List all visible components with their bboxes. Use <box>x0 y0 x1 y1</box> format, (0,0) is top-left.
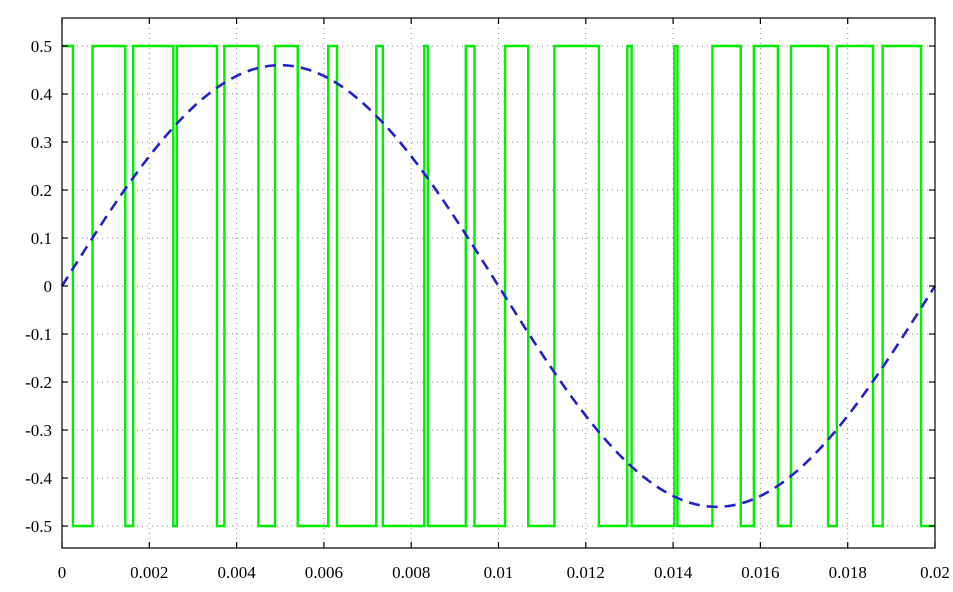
plot-area <box>60 44 937 528</box>
x-axis: 0 0.002 0.004 0.006 0.008 0.01 0.012 0.014 0.016… <box>58 563 950 582</box>
y-tick-label: -0.1 <box>25 325 52 344</box>
y-tick-label: -0.2 <box>25 373 52 392</box>
x-tick-label: 0.008 <box>392 563 430 582</box>
x-tick-label: 0.002 <box>130 563 168 582</box>
x-tick-label: 0.018 <box>829 563 867 582</box>
x-tick-label: 0.01 <box>484 563 514 582</box>
x-tick-label: 0.016 <box>741 563 779 582</box>
y-tick-label: 0 <box>44 277 53 296</box>
x-tick-label: 0.004 <box>217 563 256 582</box>
x-tick-label: 0.02 <box>920 563 950 582</box>
sine-reference-line <box>60 63 937 509</box>
y-tick-label: 0.1 <box>31 229 52 248</box>
y-axis: 0.5 0.4 0.3 0.2 0.1 0 -0.1 -0.2 -0.3 -0.4 -0.5 <box>25 37 52 536</box>
y-tick-label: -0.5 <box>25 517 52 536</box>
y-tick-label: 0.2 <box>31 181 52 200</box>
grid <box>62 18 935 548</box>
y-tick-label: 0.5 <box>31 37 52 56</box>
axis-ticks <box>61 18 936 548</box>
y-tick-label: -0.3 <box>25 421 52 440</box>
x-tick-label: 0 <box>58 563 67 582</box>
y-tick-label: 0.4 <box>31 85 53 104</box>
y-tick-label: -0.4 <box>25 469 52 488</box>
x-tick-label: 0.012 <box>567 563 605 582</box>
y-tick-label: 0.3 <box>31 133 52 152</box>
pwm-step-line <box>62 44 935 528</box>
x-tick-label: 0.014 <box>654 563 693 582</box>
x-tick-label: 0.006 <box>305 563 343 582</box>
